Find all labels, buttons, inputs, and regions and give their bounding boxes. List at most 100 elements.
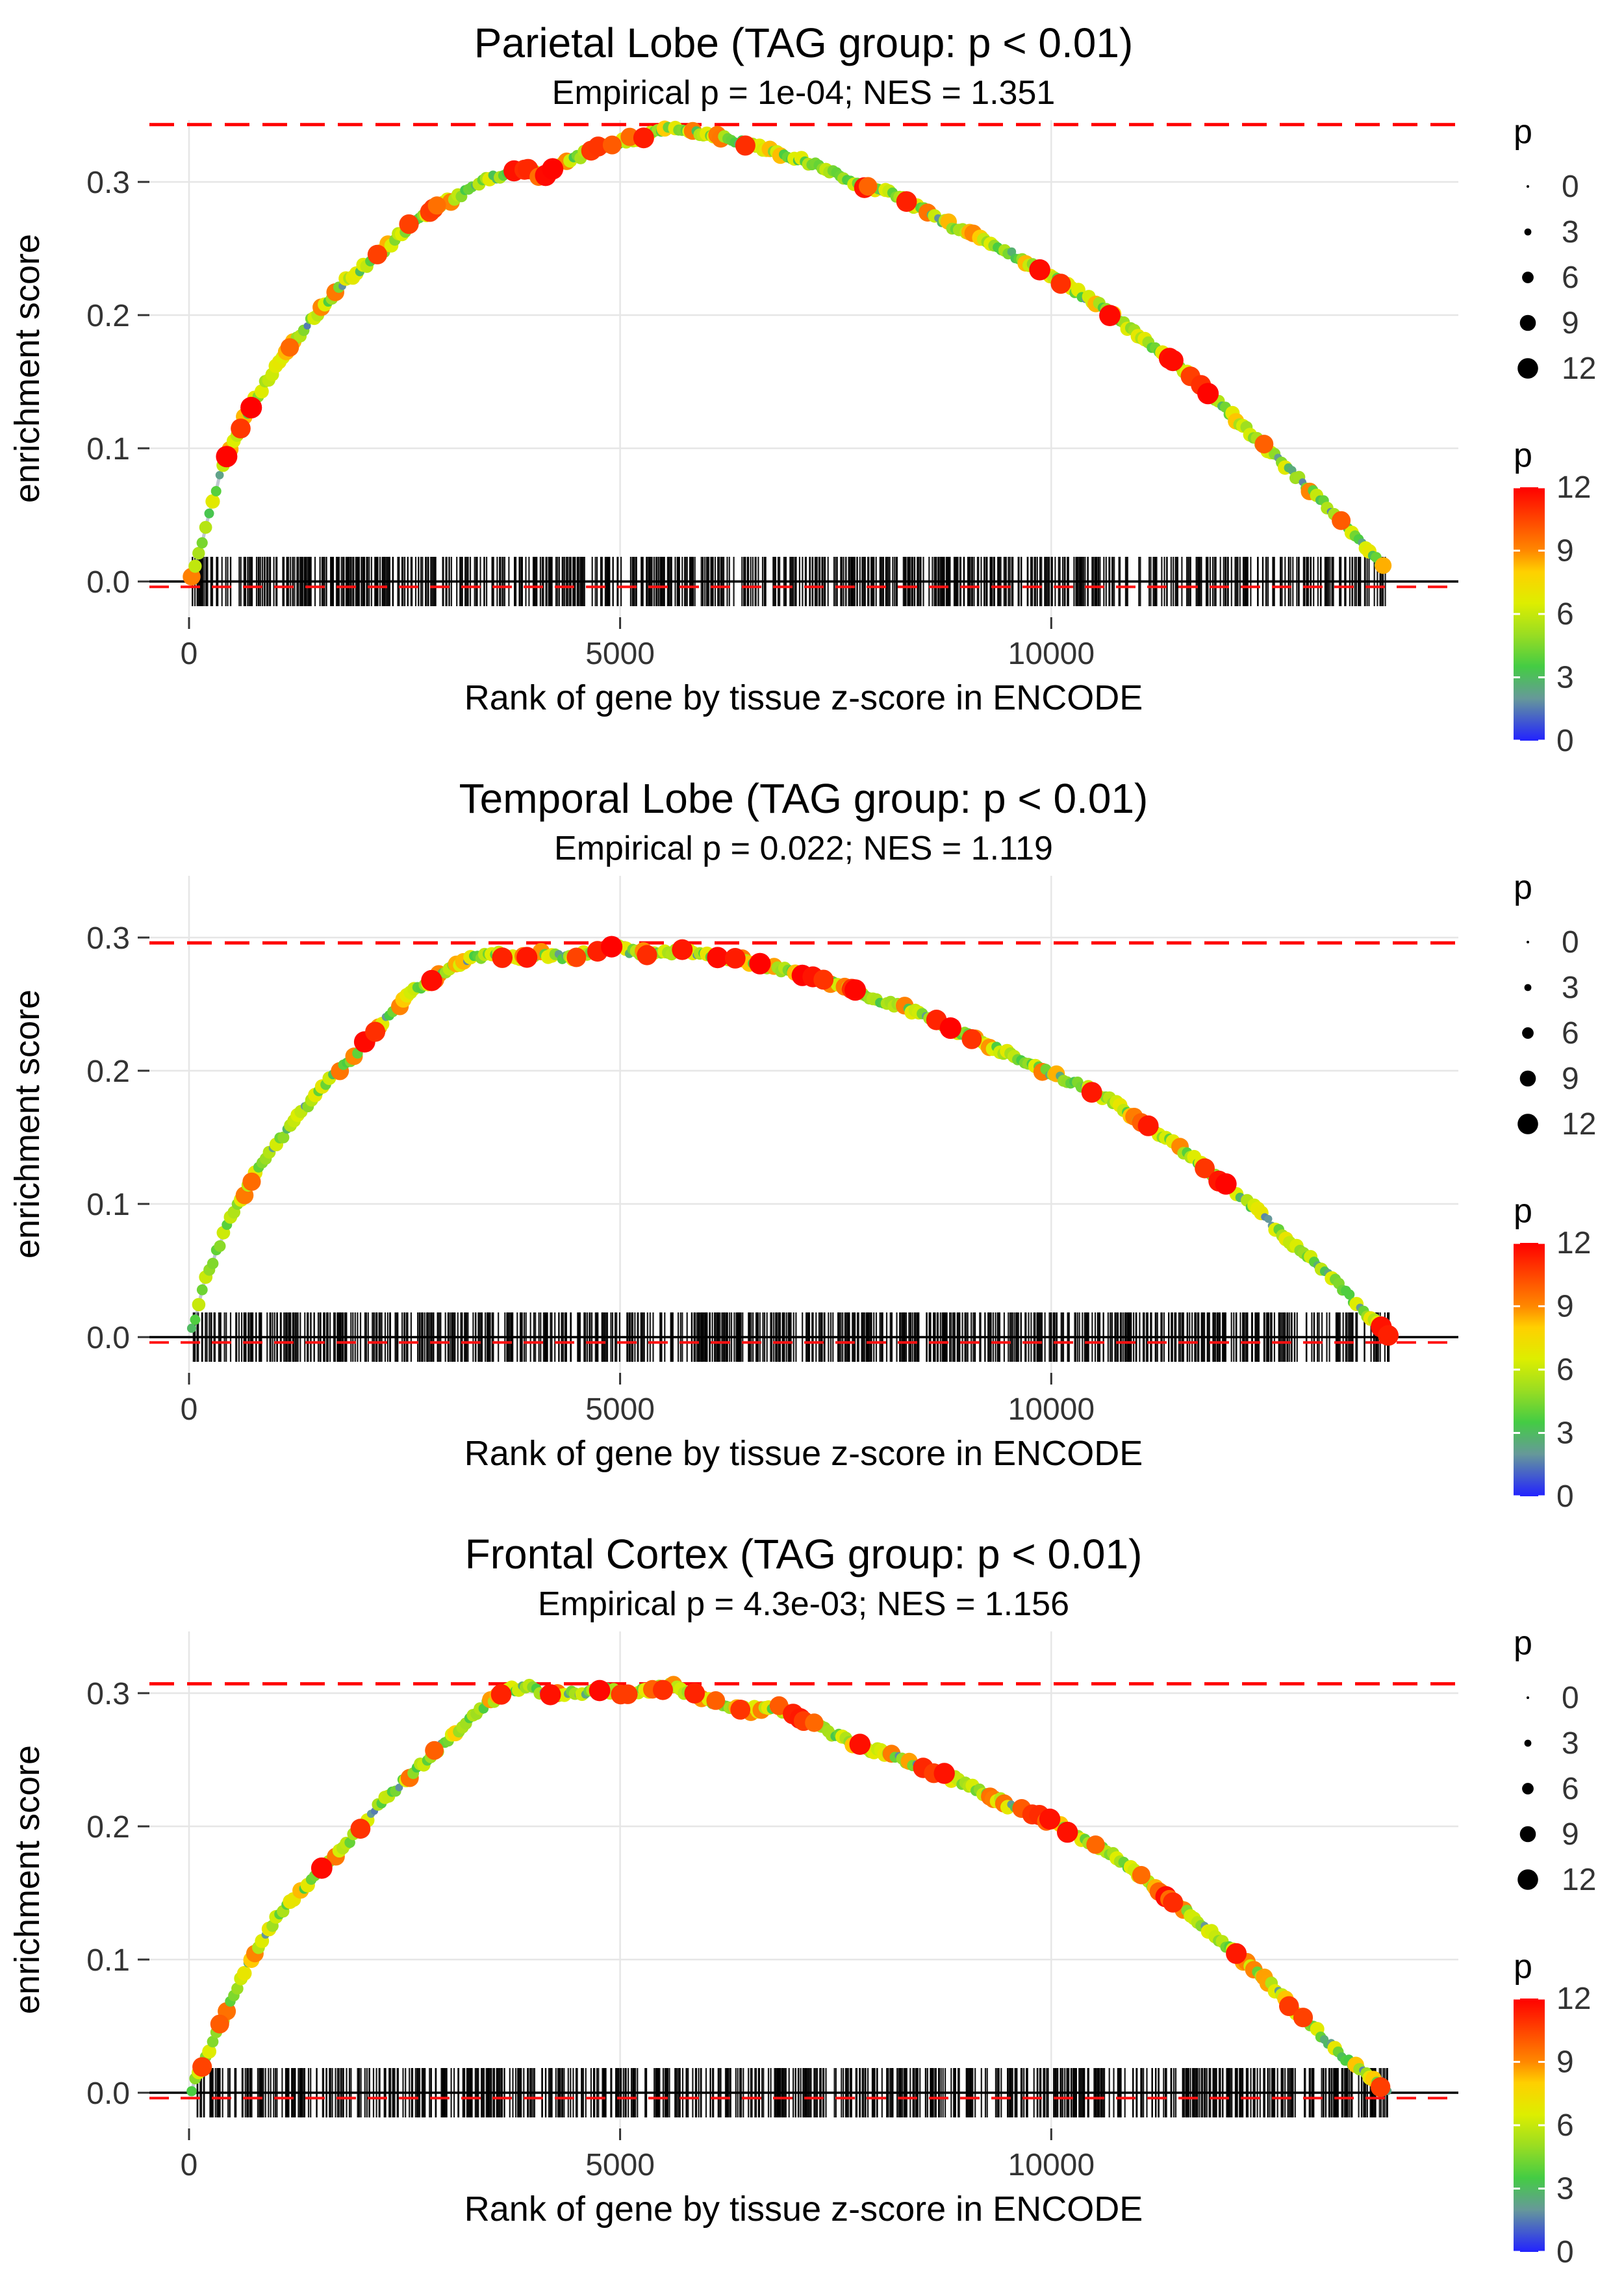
svg-text:p: p <box>1514 113 1532 151</box>
size-legend-dot <box>1524 1739 1532 1747</box>
es-line <box>190 1682 1389 2093</box>
panel-parietal-lobe: Parietal Lobe (TAG group: p < 0.01) Empi… <box>0 10 1624 763</box>
size-legend-value: 12 <box>1562 1107 1596 1142</box>
size-legend-value: 12 <box>1562 351 1596 386</box>
color-legend-value: 6 <box>1556 2108 1574 2143</box>
size-legend-dot <box>1517 1869 1538 1890</box>
y-axis: 0.0 0.1 0.2 0.3 <box>86 921 149 1355</box>
es-line <box>190 125 1384 578</box>
es-line <box>190 941 1393 1339</box>
size-legend-value: 6 <box>1562 261 1579 295</box>
x-tick-label: 5000 <box>585 637 655 671</box>
chart-title: Parietal Lobe (TAG group: p < 0.01) <box>474 19 1134 66</box>
size-legend: p0 3 6 9 12 <box>1514 113 1596 386</box>
svg-text:p: p <box>1514 1192 1532 1230</box>
color-legend-value: 6 <box>1556 597 1574 632</box>
color-legend: p 12 9 6 3 0 <box>1514 1192 1591 1514</box>
y-tick-label: 0.3 <box>86 1677 130 1711</box>
chart-subtitle: Empirical p = 1e-04; NES = 1.351 <box>552 74 1056 112</box>
panel-temporal-lobe: Temporal Lobe (TAG group: p < 0.01) Empi… <box>0 765 1624 1519</box>
size-legend-dot <box>1522 1783 1534 1795</box>
gridlines <box>149 120 1458 617</box>
size-legend: p0 3 6 9 12 <box>1514 1624 1596 1897</box>
y-axis: 0.0 0.1 0.2 0.3 <box>86 166 149 600</box>
size-legend-dot <box>1524 228 1532 236</box>
size-legend-dot <box>1519 1070 1536 1087</box>
size-legend-dot <box>1517 358 1538 379</box>
x-tick-label: 10000 <box>1008 2148 1095 2182</box>
size-legend-value: 6 <box>1562 1772 1579 1806</box>
svg-text:p: p <box>1514 1624 1532 1662</box>
y-tick-label: 0.0 <box>86 1321 130 1355</box>
y-tick-label: 0.2 <box>86 299 130 333</box>
color-legend-value: 9 <box>1556 2045 1574 2080</box>
x-axis: 0 5000 10000 <box>181 1373 1095 1427</box>
color-legend-value: 0 <box>1556 724 1574 758</box>
y-tick-label: 0.1 <box>86 1188 130 1222</box>
es-curve-points <box>186 1676 1392 2097</box>
y-tick-label: 0.1 <box>86 432 130 466</box>
size-legend-value: 0 <box>1562 1681 1579 1715</box>
color-legend-value: 0 <box>1556 2235 1574 2269</box>
x-axis-label: Rank of gene by tissue z-score in ENCODE <box>464 1434 1143 1473</box>
chart-subtitle: Empirical p = 0.022; NES = 1.119 <box>554 830 1053 867</box>
size-legend-value: 0 <box>1562 170 1579 204</box>
color-legend-value: 9 <box>1556 534 1574 568</box>
size-legend-dot <box>1524 984 1532 991</box>
svg-text:p: p <box>1514 437 1532 474</box>
x-tick-label: 5000 <box>585 2148 655 2182</box>
color-legend: p 12 9 6 3 0 <box>1514 1948 1591 2269</box>
x-tick-label: 10000 <box>1008 1392 1095 1427</box>
y-tick-label: 0.0 <box>86 2076 130 2111</box>
size-legend-value: 3 <box>1562 215 1579 249</box>
color-legend-value: 0 <box>1556 1479 1574 1514</box>
y-tick-label: 0.0 <box>86 565 130 600</box>
y-tick-label: 0.2 <box>86 1054 130 1089</box>
size-legend-dot <box>1527 185 1529 188</box>
size-legend-dot <box>1527 1696 1529 1699</box>
chart-title: Frontal Cortex (TAG group: p < 0.01) <box>464 1531 1143 1578</box>
size-legend-value: 0 <box>1562 925 1579 960</box>
gridlines <box>149 1631 1458 2128</box>
svg-text:p: p <box>1514 1948 1532 1986</box>
color-legend-value: 3 <box>1556 1416 1574 1451</box>
size-legend-dot <box>1527 941 1529 943</box>
color-legend-value: 3 <box>1556 661 1574 695</box>
color-legend-value: 6 <box>1556 1353 1574 1387</box>
color-legend-value: 12 <box>1556 1982 1591 2016</box>
color-legend-value: 12 <box>1556 1226 1591 1260</box>
x-axis: 0 5000 10000 <box>181 617 1095 671</box>
size-legend-dot <box>1519 1826 1536 1843</box>
size-legend-value: 12 <box>1562 1863 1596 1897</box>
x-tick-label: 0 <box>181 1392 198 1427</box>
size-legend-value: 9 <box>1562 1817 1579 1852</box>
x-tick-label: 0 <box>181 637 198 671</box>
color-legend: p 12 9 6 3 0 <box>1514 437 1591 758</box>
y-tick-label: 0.1 <box>86 1943 130 1978</box>
size-legend-value: 9 <box>1562 306 1579 340</box>
size-legend-value: 3 <box>1562 1726 1579 1761</box>
size-legend: p0 3 6 9 12 <box>1514 869 1596 1142</box>
color-legend-value: 3 <box>1556 2172 1574 2206</box>
size-legend-value: 6 <box>1562 1016 1579 1051</box>
x-tick-label: 10000 <box>1008 637 1095 671</box>
gridlines <box>149 876 1458 1373</box>
size-legend-dot <box>1519 314 1536 331</box>
svg-text:p: p <box>1514 869 1532 906</box>
es-curve-points <box>183 120 1392 586</box>
y-axis: 0.0 0.1 0.2 0.3 <box>86 1677 149 2111</box>
es-curve-points <box>186 936 1399 1346</box>
y-tick-label: 0.3 <box>86 166 130 200</box>
x-axis: 0 5000 10000 <box>181 2128 1095 2182</box>
chart-title: Temporal Lobe (TAG group: p < 0.01) <box>459 775 1148 822</box>
color-legend-value: 12 <box>1556 470 1591 505</box>
size-legend-dot <box>1522 1027 1534 1039</box>
x-axis-label: Rank of gene by tissue z-score in ENCODE <box>464 2190 1143 2229</box>
y-tick-label: 0.2 <box>86 1810 130 1845</box>
size-legend-value: 9 <box>1562 1062 1579 1096</box>
size-legend-dot <box>1517 1114 1538 1134</box>
